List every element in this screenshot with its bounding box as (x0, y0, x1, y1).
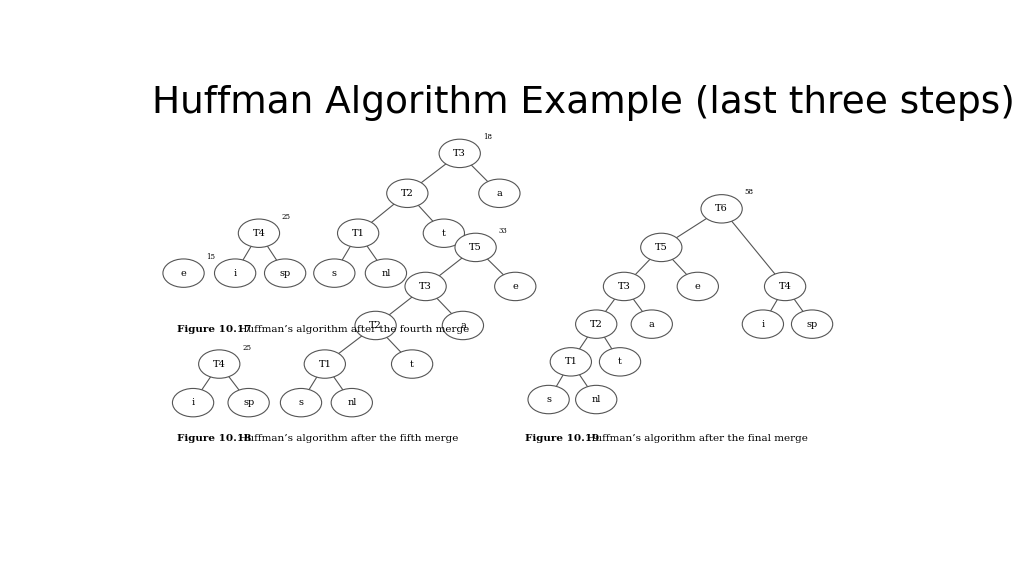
Text: 25: 25 (243, 344, 251, 351)
Text: a: a (497, 189, 503, 198)
Ellipse shape (423, 219, 465, 248)
Ellipse shape (387, 179, 428, 207)
Ellipse shape (575, 310, 616, 338)
Text: Figure 10.18: Figure 10.18 (177, 434, 252, 443)
Ellipse shape (281, 388, 322, 417)
Ellipse shape (439, 139, 480, 168)
Text: 25: 25 (282, 213, 291, 221)
Text: T4: T4 (253, 229, 265, 238)
Ellipse shape (792, 310, 833, 338)
Text: T1: T1 (564, 357, 578, 366)
Ellipse shape (528, 385, 569, 414)
Ellipse shape (304, 350, 345, 378)
Ellipse shape (455, 233, 497, 262)
Text: a: a (460, 321, 466, 330)
Text: a: a (649, 320, 654, 329)
Text: t: t (618, 357, 622, 366)
Ellipse shape (228, 388, 269, 417)
Text: e: e (180, 268, 186, 278)
Ellipse shape (603, 272, 645, 301)
Text: Figure 10.17: Figure 10.17 (177, 325, 252, 334)
Text: s: s (546, 395, 551, 404)
Text: Huffman’s algorithm after the fourth merge: Huffman’s algorithm after the fourth mer… (232, 325, 470, 334)
Text: T3: T3 (419, 282, 432, 291)
Text: Huffman Algorithm Example (last three steps): Huffman Algorithm Example (last three st… (152, 85, 1015, 120)
Text: nl: nl (381, 268, 390, 278)
Text: s: s (332, 268, 337, 278)
Ellipse shape (313, 259, 355, 287)
Ellipse shape (701, 195, 742, 223)
Ellipse shape (264, 259, 306, 287)
Text: i: i (761, 320, 765, 329)
Text: 58: 58 (744, 188, 754, 196)
Text: T5: T5 (469, 243, 482, 252)
Text: T1: T1 (318, 359, 331, 369)
Ellipse shape (550, 348, 592, 376)
Ellipse shape (199, 350, 240, 378)
Ellipse shape (391, 350, 433, 378)
Text: T2: T2 (370, 321, 382, 330)
Text: Huffman’s algorithm after the fifth merge: Huffman’s algorithm after the fifth merg… (232, 434, 459, 443)
Text: t: t (411, 359, 414, 369)
Text: s: s (299, 398, 303, 407)
Ellipse shape (575, 385, 616, 414)
Ellipse shape (366, 259, 407, 287)
Ellipse shape (239, 219, 280, 248)
Text: e: e (695, 282, 700, 291)
Text: sp: sp (280, 268, 291, 278)
Text: nl: nl (592, 395, 601, 404)
Text: t: t (442, 229, 445, 238)
Text: T2: T2 (401, 189, 414, 198)
Ellipse shape (641, 233, 682, 262)
Ellipse shape (163, 259, 204, 287)
Text: Huffman’s algorithm after the final merge: Huffman’s algorithm after the final merg… (580, 434, 808, 443)
Ellipse shape (599, 348, 641, 376)
Ellipse shape (742, 310, 783, 338)
Text: T6: T6 (715, 204, 728, 213)
Text: 18: 18 (482, 133, 492, 141)
Text: Figure 10.19: Figure 10.19 (524, 434, 599, 443)
Ellipse shape (442, 311, 483, 340)
Ellipse shape (404, 272, 446, 301)
Ellipse shape (172, 388, 214, 417)
Text: i: i (191, 398, 195, 407)
Text: T2: T2 (590, 320, 603, 329)
Text: T4: T4 (778, 282, 792, 291)
Text: 15: 15 (207, 253, 216, 261)
Text: e: e (512, 282, 518, 291)
Text: sp: sp (807, 320, 818, 329)
Ellipse shape (338, 219, 379, 248)
Ellipse shape (677, 272, 719, 301)
Text: i: i (233, 268, 237, 278)
Text: T3: T3 (617, 282, 631, 291)
Ellipse shape (479, 179, 520, 207)
Ellipse shape (495, 272, 536, 301)
Text: T4: T4 (213, 359, 225, 369)
Text: 33: 33 (499, 227, 507, 235)
Text: nl: nl (347, 398, 356, 407)
Ellipse shape (631, 310, 673, 338)
Ellipse shape (355, 311, 396, 340)
Ellipse shape (214, 259, 256, 287)
Ellipse shape (331, 388, 373, 417)
Ellipse shape (765, 272, 806, 301)
Text: sp: sp (243, 398, 254, 407)
Text: T5: T5 (655, 243, 668, 252)
Text: T1: T1 (351, 229, 365, 238)
Text: T3: T3 (454, 149, 466, 158)
